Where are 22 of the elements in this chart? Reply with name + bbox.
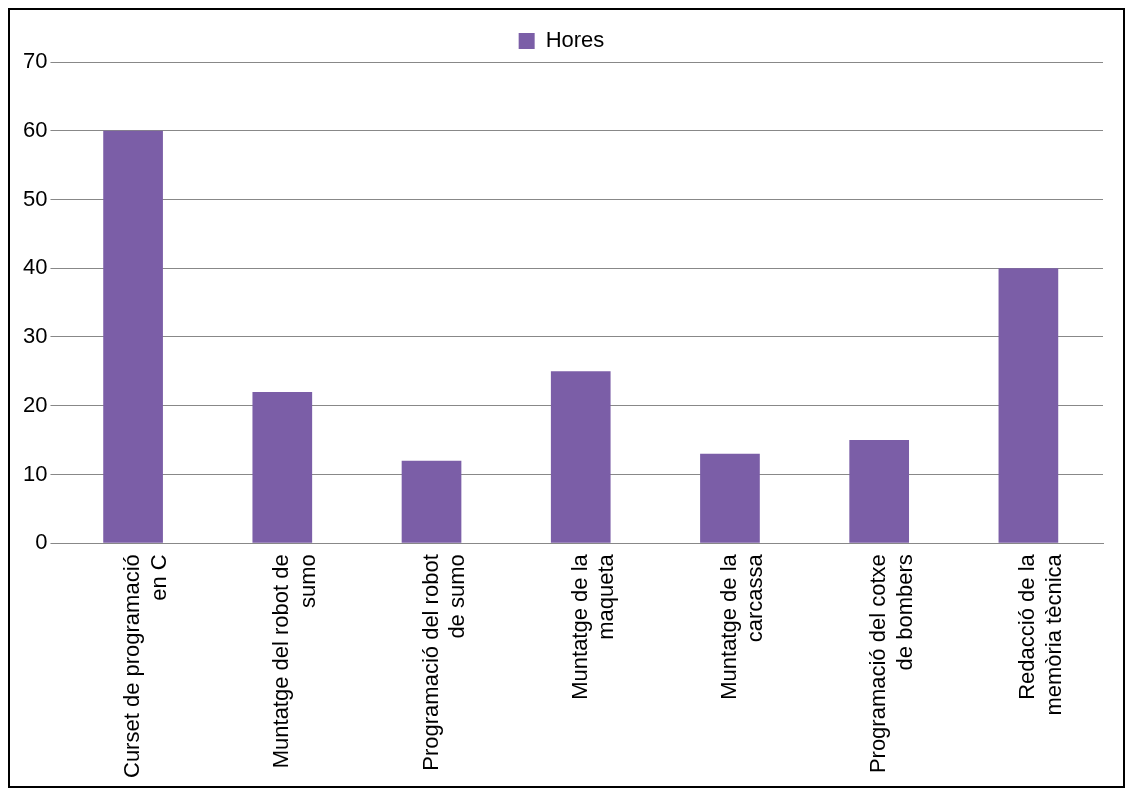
x-tick-label: Muntatge de la carcassa — [716, 553, 768, 700]
x-tick-label: Programació del robot de sumo — [417, 554, 469, 771]
x-tick-label: Muntatge del robot de sumo — [268, 554, 320, 769]
bar — [998, 268, 1059, 543]
y-tick-label: 0 — [35, 529, 48, 555]
bar — [103, 130, 163, 543]
bar — [700, 453, 760, 543]
bar — [252, 391, 313, 543]
bar — [849, 440, 910, 543]
y-tick-label: 10 — [22, 460, 48, 486]
legend-label: Hores — [545, 27, 605, 53]
y-tick-label: 30 — [22, 323, 48, 349]
y-tick-label: 20 — [22, 391, 48, 417]
x-tick-label: Curset de programació en C — [119, 554, 171, 779]
bar — [550, 371, 611, 543]
y-tick-label: 40 — [22, 254, 48, 280]
x-tick-label: Programació del cotxe de bombers — [865, 554, 917, 774]
y-tick-label: 50 — [22, 185, 48, 211]
y-tick-label: 60 — [22, 116, 48, 142]
bar — [401, 460, 462, 543]
y-tick-label: 70 — [22, 48, 48, 74]
x-tick-label: Muntatge de la maqueta — [566, 553, 619, 700]
